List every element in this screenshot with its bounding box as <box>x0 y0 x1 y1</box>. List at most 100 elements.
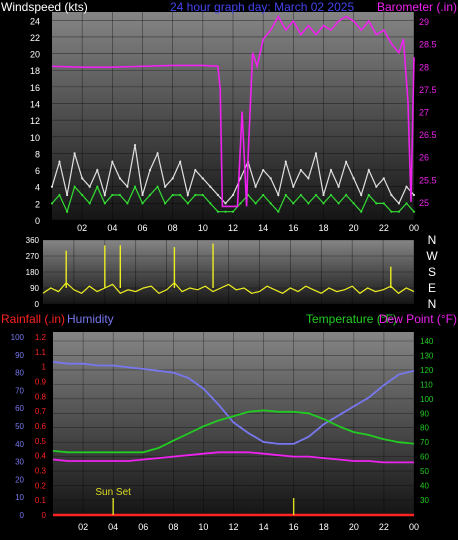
wind-point <box>186 202 189 205</box>
wind-point <box>126 202 129 205</box>
x-tick-label: 08 <box>168 223 178 233</box>
gust-point <box>81 177 84 180</box>
gust-point <box>269 177 272 180</box>
rainfall-tick: 0.8 <box>35 392 47 401</box>
wind-point <box>277 210 280 213</box>
x-tick-label: 12 <box>228 223 238 233</box>
windspeed-tick: 0 <box>35 216 40 226</box>
chart-title: 24 hour graph day: March 02 2025 <box>170 0 354 14</box>
wind-point <box>201 193 204 197</box>
windspeed-tick: 20 <box>30 50 40 60</box>
gust-point <box>58 160 61 163</box>
wind-baro-grid <box>52 12 415 221</box>
gust-point <box>216 193 219 197</box>
rainfall-tick: 0 <box>42 511 47 520</box>
x-tick-label: 06 <box>138 522 148 532</box>
rainfall-tick: 1.2 <box>35 333 47 342</box>
wind-point <box>156 185 159 188</box>
barometer-tick: 25 <box>419 198 429 208</box>
gust-point <box>299 169 302 172</box>
temperature-tick: 60 <box>420 453 429 462</box>
wind-point <box>307 202 310 205</box>
humidity-tick: 20 <box>15 475 24 484</box>
x-tick-label: 00 <box>409 522 419 532</box>
gust-point <box>284 160 287 163</box>
gust-point <box>66 193 69 197</box>
wind-point <box>224 210 227 213</box>
gust-point <box>126 185 129 188</box>
x-tick-label: 04 <box>108 522 118 532</box>
wind-point <box>96 185 99 188</box>
x-tick-label: 22 <box>379 223 389 233</box>
x-tick-label: 10 <box>198 223 208 233</box>
wind-point <box>103 202 106 205</box>
x-tick-label: 10 <box>198 522 208 532</box>
sun-set-annotation: Sun Set <box>95 487 131 498</box>
gust-point <box>314 152 318 155</box>
wind-point <box>50 202 54 205</box>
wind-point <box>231 210 235 213</box>
direction-tick: 180 <box>26 268 40 277</box>
barometer-tick: 27 <box>419 107 429 117</box>
humidity-line <box>52 361 415 445</box>
wind-point <box>352 202 355 205</box>
wind-point <box>412 210 416 213</box>
rain-humidity-temp-series <box>52 361 415 517</box>
x-tick-label: 04 <box>107 223 117 233</box>
humidity-legend-label: Humidity <box>67 312 114 326</box>
wind-point <box>111 193 114 197</box>
humidity-tick: 40 <box>15 440 24 449</box>
rainfall-tick: 0.3 <box>35 467 47 476</box>
temperature-tick: 130 <box>420 351 434 360</box>
windspeed-tick: 18 <box>30 66 40 76</box>
temperature-tick: 80 <box>420 424 429 433</box>
wind-point <box>405 202 408 205</box>
compass-label: N <box>428 233 437 247</box>
gust-point <box>171 177 174 180</box>
gust-point <box>329 169 333 172</box>
wind-point <box>345 193 348 197</box>
gust-point <box>209 185 212 188</box>
wind-point <box>329 193 333 197</box>
wind-point <box>81 193 84 197</box>
x-tick-label: 20 <box>349 223 359 233</box>
wind-baro-series <box>50 14 416 214</box>
compass-label: S <box>428 265 436 279</box>
barometer-tick: 28 <box>419 62 429 72</box>
temperature-tick: 70 <box>420 438 429 447</box>
wind-point <box>171 193 174 197</box>
temperature-tick: 100 <box>420 395 434 404</box>
gust-point <box>201 177 204 180</box>
wind-point <box>141 202 144 205</box>
humidity-tick: 100 <box>11 333 25 342</box>
wind-point <box>397 210 400 213</box>
temperature-axis-ticks: 30 40 50 60 70 80 90 100 110 120 130 140 <box>420 337 434 505</box>
wind-point <box>179 193 182 197</box>
humidity-axis-ticks: 0 10 20 30 40 50 60 70 80 90 100 <box>11 333 25 520</box>
gust-point <box>156 152 159 155</box>
barometer-tick: 25.5 <box>419 175 437 185</box>
temperature-tick: 110 <box>420 380 433 389</box>
gust-point <box>367 169 370 172</box>
dew-point-legend-label: Dew Point (°F) <box>379 312 457 326</box>
wind-direction-series <box>42 243 415 295</box>
windspeed-tick: 6 <box>35 166 40 176</box>
direction-tick: 90 <box>30 284 39 293</box>
rainfall-tick: 0.5 <box>35 437 47 446</box>
temperature-line <box>52 409 415 454</box>
windspeed-tick: 8 <box>35 149 40 159</box>
rainfall-tick: 0.7 <box>35 407 47 416</box>
temperature-tick: 30 <box>420 496 429 505</box>
humidity-tick: 80 <box>15 369 24 378</box>
x-tick-label: 18 <box>319 522 329 532</box>
windspeed-tick: 16 <box>30 83 40 93</box>
barometer-line <box>51 14 415 208</box>
barometer-axis-label: Barometer (.in) <box>377 0 457 14</box>
windspeed-tick: 10 <box>30 133 40 143</box>
rainfall-tick: 0.9 <box>35 378 47 387</box>
gust-point <box>390 193 393 197</box>
barometer-tick: 26.5 <box>419 130 437 140</box>
rainfall-tick: 0.1 <box>35 496 47 505</box>
direction-tick: 360 <box>26 236 40 245</box>
